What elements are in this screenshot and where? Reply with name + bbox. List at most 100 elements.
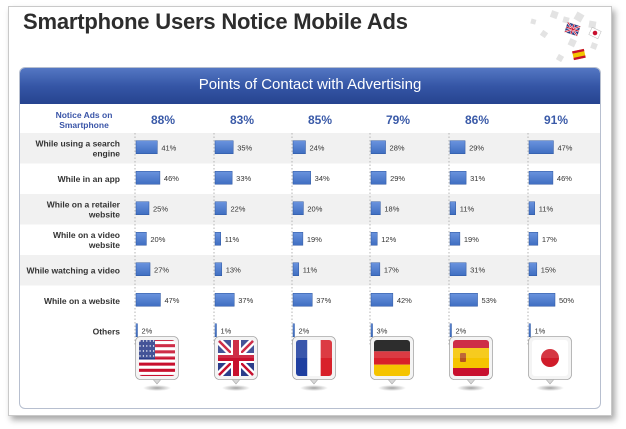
bar-value-label: 34% [315,174,330,183]
bar-value-label: 41% [161,143,176,152]
bar [370,171,387,185]
bar-value-label: 42% [397,296,412,305]
bar-value-label: 28% [390,143,405,152]
bar [370,262,381,276]
bar [370,323,373,337]
bar [214,232,221,246]
bar-value-label: 11% [539,204,554,213]
bar-value-label: 24% [309,143,324,152]
bar [528,232,539,246]
bar-value-label: 31% [470,174,485,183]
bar-value-label: 37% [238,296,253,305]
bar [370,232,378,246]
bar-value-label: 1% [535,326,546,335]
bar [528,140,554,154]
bar-value-label: 19% [307,235,322,244]
total-label: 83% [230,113,254,127]
total-label: 85% [308,113,332,127]
bar-value-label: 11% [225,235,240,244]
bar [528,262,538,276]
bar-value-label: 31% [470,265,485,274]
bar [449,171,467,185]
slide-frame: Smartphone Users Notice Mobile Ads [8,6,612,416]
bar [135,140,158,154]
bar-value-label: 37% [316,296,331,305]
total-label: 88% [151,113,175,127]
bar [214,323,217,337]
bar-value-label: 46% [557,174,572,183]
category-label: While watching a video [26,265,120,275]
bar [370,201,381,215]
bar-value-label: 15% [541,265,556,274]
bar [135,201,150,215]
bar-value-label: 46% [164,174,179,183]
bar-value-label: 2% [299,326,310,335]
bar-value-label: 22% [230,204,245,213]
bar-value-label: 13% [226,265,241,274]
bar [292,262,299,276]
bar-value-label: 25% [153,204,168,213]
category-label: While using a search engine [35,138,120,158]
bar [449,140,466,154]
category-label: While on a retailer website [47,199,121,219]
bar-value-label: 33% [236,174,251,183]
bar [214,140,234,154]
bar [135,171,161,185]
bar [135,323,138,337]
bar [370,140,386,154]
flag-cubes-decoration [530,10,602,63]
bar [292,293,313,307]
bar [528,293,556,307]
bar [449,323,452,337]
category-label: While on a video website [53,230,120,250]
bar-value-label: 17% [384,265,399,274]
bar [292,201,304,215]
chart-title: Points of Contact with Advertising [20,68,600,104]
bar-value-label: 2% [142,326,153,335]
row-header-label: Notice Ads on Smartphone [56,110,113,130]
bar-value-label: 2% [456,326,467,335]
bar-value-label: 35% [237,143,252,152]
row-band [20,255,600,286]
bar [528,323,531,337]
category-label: While in an app [58,174,120,184]
total-label: 91% [544,113,568,127]
bar [135,293,161,307]
bar-value-label: 11% [303,265,318,274]
bar-value-label: 47% [557,143,572,152]
bar-value-label: 53% [482,296,497,305]
bar [292,171,311,185]
bar-value-label: 18% [384,204,399,213]
bar-value-label: 20% [307,204,322,213]
bar [449,293,478,307]
category-label: Others [93,326,121,336]
bar [449,232,461,246]
bar [214,171,233,185]
bar-value-label: 3% [377,326,388,335]
bar [292,323,295,337]
bar-value-label: 47% [164,296,179,305]
row-band [20,133,600,164]
bar-value-label: 11% [460,204,475,213]
total-label: 79% [386,113,410,127]
row-band [20,194,600,225]
bar [528,171,554,185]
bar-value-label: 20% [150,235,165,244]
bar [135,232,147,246]
bar-value-label: 27% [154,265,169,274]
bar [370,293,394,307]
bar [292,232,304,246]
bar [214,262,223,276]
bar-value-label: 50% [559,296,574,305]
bar [135,262,151,276]
bar [449,262,467,276]
bar [292,140,306,154]
bar-value-label: 1% [221,326,232,335]
bar [449,201,456,215]
bar [528,201,535,215]
page-title: Smartphone Users Notice Mobile Ads [23,9,408,34]
bar [214,201,227,215]
bar-value-label: 19% [464,235,479,244]
category-label: While on a website [44,296,120,306]
bar-value-label: 17% [542,235,557,244]
